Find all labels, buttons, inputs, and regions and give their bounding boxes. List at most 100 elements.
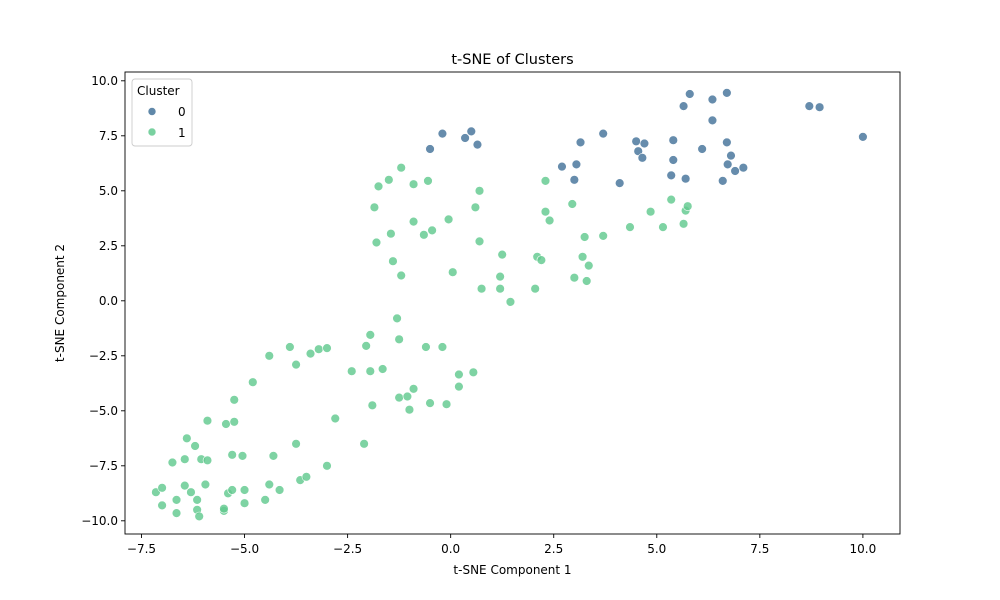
point-cluster-1-93 bbox=[367, 400, 378, 410]
point-cluster-1-84 bbox=[314, 344, 324, 354]
y-tick-label-8: 10.0 bbox=[91, 74, 118, 88]
point-cluster-0-18 bbox=[678, 101, 689, 111]
point-cluster-1-20 bbox=[495, 284, 505, 294]
point-cluster-1-25 bbox=[536, 255, 547, 265]
point-cluster-1-4 bbox=[386, 229, 396, 239]
point-cluster-0-32 bbox=[814, 102, 825, 112]
legend: Cluster 0 1 bbox=[131, 78, 193, 147]
point-cluster-1-37 bbox=[645, 207, 656, 217]
point-cluster-1-0 bbox=[369, 202, 380, 213]
point-cluster-1-5 bbox=[388, 256, 398, 266]
point-cluster-1-51 bbox=[182, 433, 192, 443]
point-cluster-1-48 bbox=[171, 508, 182, 518]
point-cluster-1-75 bbox=[264, 479, 274, 490]
point-cluster-1-36 bbox=[625, 222, 635, 232]
point-cluster-1-85 bbox=[322, 343, 332, 353]
point-cluster-1-79 bbox=[291, 359, 301, 370]
point-cluster-1-30 bbox=[569, 273, 580, 283]
legend-title: Cluster bbox=[137, 84, 180, 98]
point-cluster-1-3 bbox=[384, 175, 394, 185]
point-cluster-1-12 bbox=[427, 225, 437, 236]
point-cluster-0-6 bbox=[569, 175, 580, 185]
point-cluster-1-68 bbox=[229, 395, 239, 405]
point-cluster-0-5 bbox=[557, 161, 567, 172]
point-cluster-0-7 bbox=[571, 159, 582, 170]
point-cluster-1-103 bbox=[437, 342, 448, 352]
y-tick-label-1: −7.5 bbox=[89, 459, 118, 473]
x-axis-ticks: −7.5 −5.0 −2.5 0.0 2.5 5.0 7.5 10.0 bbox=[127, 534, 876, 556]
point-cluster-0-17 bbox=[668, 155, 678, 165]
point-cluster-1-44 bbox=[157, 483, 167, 493]
point-cluster-0-14 bbox=[639, 138, 650, 149]
point-cluster-1-27 bbox=[540, 176, 551, 186]
point-cluster-1-95 bbox=[392, 313, 402, 324]
point-cluster-0-23 bbox=[707, 115, 718, 126]
point-cluster-1-71 bbox=[239, 498, 250, 508]
point-cluster-1-21 bbox=[497, 249, 507, 260]
point-cluster-0-25 bbox=[722, 88, 732, 98]
point-cluster-1-78 bbox=[285, 342, 295, 352]
point-cluster-1-100 bbox=[408, 384, 419, 394]
point-cluster-1-13 bbox=[443, 214, 454, 225]
point-cluster-1-39 bbox=[666, 194, 676, 205]
point-cluster-1-107 bbox=[468, 367, 479, 377]
point-cluster-1-80 bbox=[291, 439, 301, 449]
point-cluster-0-10 bbox=[614, 178, 625, 188]
point-cluster-1-26 bbox=[540, 207, 551, 217]
point-cluster-1-33 bbox=[581, 276, 592, 286]
point-cluster-1-9 bbox=[408, 216, 419, 227]
y-axis-title: t-SNE Component 2 bbox=[53, 244, 67, 362]
legend-label-cluster-1: 1 bbox=[178, 126, 186, 140]
y-tick-label-4: 0.0 bbox=[99, 294, 118, 308]
plot-frame bbox=[124, 71, 901, 535]
y-tick-label-6: 5.0 bbox=[99, 184, 118, 198]
point-cluster-1-40 bbox=[678, 219, 689, 229]
y-tick-label-3: −2.5 bbox=[89, 349, 118, 363]
x-tick-label-3: 0.0 bbox=[441, 542, 460, 556]
point-cluster-1-28 bbox=[544, 215, 555, 226]
point-cluster-1-38 bbox=[658, 222, 668, 232]
point-cluster-0-16 bbox=[668, 135, 678, 145]
x-tick-label-1: −5.0 bbox=[230, 542, 259, 556]
point-cluster-1-10 bbox=[419, 230, 429, 240]
point-cluster-1-67 bbox=[229, 417, 239, 427]
point-cluster-1-18 bbox=[476, 284, 487, 294]
point-cluster-1-17 bbox=[474, 236, 485, 247]
x-tick-label-7: 10.0 bbox=[850, 542, 877, 556]
point-cluster-0-0 bbox=[425, 144, 435, 154]
point-cluster-1-104 bbox=[441, 399, 452, 409]
point-cluster-1-53 bbox=[190, 441, 200, 451]
point-cluster-1-49 bbox=[180, 454, 190, 464]
legend-marker-cluster-0 bbox=[147, 107, 157, 116]
point-cluster-1-6 bbox=[396, 163, 406, 173]
point-cluster-1-1 bbox=[373, 181, 384, 192]
point-cluster-1-7 bbox=[396, 270, 406, 281]
point-cluster-1-101 bbox=[421, 342, 431, 352]
point-cluster-0-4 bbox=[472, 139, 483, 150]
point-cluster-0-21 bbox=[697, 144, 707, 154]
point-cluster-1-47 bbox=[171, 495, 182, 505]
point-cluster-1-29 bbox=[567, 199, 577, 209]
point-cluster-1-50 bbox=[180, 480, 190, 491]
point-cluster-1-97 bbox=[394, 334, 404, 344]
point-cluster-1-56 bbox=[194, 511, 204, 522]
point-cluster-0-26 bbox=[722, 137, 732, 148]
point-cluster-0-13 bbox=[637, 153, 648, 163]
point-cluster-1-46 bbox=[167, 457, 178, 468]
point-cluster-1-89 bbox=[359, 439, 369, 449]
point-cluster-1-35 bbox=[598, 231, 608, 241]
point-cluster-1-58 bbox=[200, 479, 211, 490]
point-cluster-1-32 bbox=[579, 232, 590, 242]
point-cluster-0-3 bbox=[466, 126, 476, 137]
point-cluster-0-19 bbox=[680, 174, 691, 184]
point-cluster-1-83 bbox=[305, 348, 316, 359]
y-tick-label-0: −10.0 bbox=[81, 514, 118, 528]
point-cluster-0-22 bbox=[707, 94, 718, 105]
point-cluster-1-92 bbox=[365, 366, 375, 376]
chart-title: t-SNE of Clusters bbox=[451, 52, 573, 68]
point-cluster-1-63 bbox=[221, 419, 231, 429]
point-cluster-0-27 bbox=[722, 159, 733, 170]
point-cluster-1-90 bbox=[361, 341, 371, 351]
point-cluster-1-11 bbox=[423, 176, 433, 186]
